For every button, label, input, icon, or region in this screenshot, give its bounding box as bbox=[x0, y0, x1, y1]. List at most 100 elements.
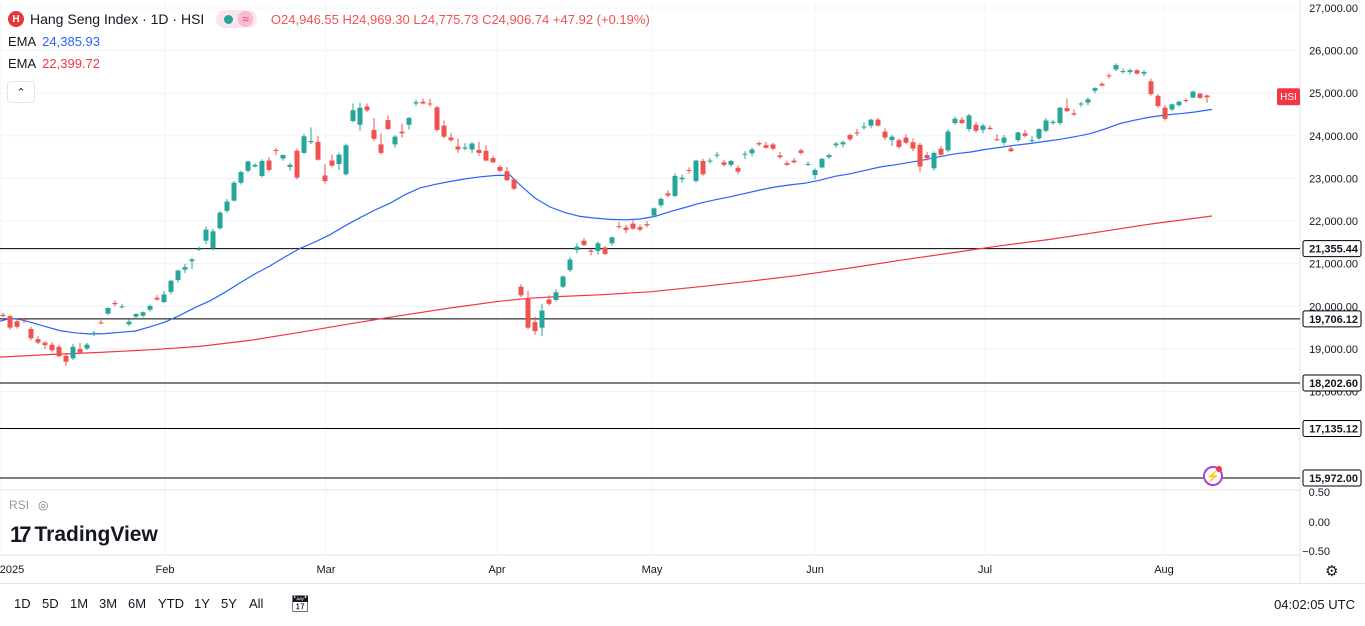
candle[interactable] bbox=[252, 163, 258, 168]
candle[interactable] bbox=[1008, 145, 1014, 153]
range-button-5y[interactable]: 5Y bbox=[221, 596, 237, 611]
candle[interactable] bbox=[413, 99, 419, 107]
candle[interactable] bbox=[595, 241, 601, 255]
candle[interactable] bbox=[0, 312, 6, 317]
candle[interactable] bbox=[574, 243, 580, 254]
eye-hidden-icon[interactable]: ◎ bbox=[38, 498, 49, 512]
candle[interactable] bbox=[504, 166, 510, 182]
candle[interactable] bbox=[112, 300, 118, 307]
candle[interactable] bbox=[931, 151, 937, 171]
candle[interactable] bbox=[714, 152, 720, 159]
candle[interactable] bbox=[420, 98, 426, 105]
candle[interactable] bbox=[322, 164, 328, 184]
candle[interactable] bbox=[238, 170, 244, 185]
candle[interactable] bbox=[217, 211, 223, 230]
lightning-alert-icon[interactable]: ⚡ bbox=[1203, 466, 1223, 486]
candle[interactable] bbox=[343, 143, 349, 176]
candle[interactable] bbox=[189, 257, 195, 269]
candle[interactable] bbox=[952, 116, 958, 125]
indicator-ema-slow[interactable]: EMA 22,399.72 bbox=[8, 52, 650, 74]
candle[interactable] bbox=[833, 141, 839, 148]
candle[interactable] bbox=[1078, 101, 1084, 107]
candle[interactable] bbox=[546, 295, 552, 306]
candle[interactable] bbox=[798, 148, 804, 155]
candle[interactable] bbox=[1001, 135, 1007, 146]
candle[interactable] bbox=[602, 245, 608, 256]
candle[interactable] bbox=[1043, 117, 1049, 133]
candle[interactable] bbox=[28, 326, 34, 341]
candle[interactable] bbox=[924, 152, 930, 161]
candle[interactable] bbox=[126, 319, 132, 326]
candle[interactable] bbox=[693, 159, 699, 183]
candle[interactable] bbox=[1204, 94, 1210, 103]
candle[interactable] bbox=[896, 138, 902, 149]
candle[interactable] bbox=[882, 128, 888, 141]
candle[interactable] bbox=[791, 158, 797, 164]
candle[interactable] bbox=[1113, 63, 1119, 72]
candle[interactable] bbox=[196, 246, 202, 251]
candle[interactable] bbox=[1015, 131, 1021, 142]
candle[interactable] bbox=[1085, 97, 1091, 106]
candle[interactable] bbox=[231, 181, 237, 202]
candle[interactable] bbox=[630, 220, 636, 230]
market-status-badge[interactable]: ≈ bbox=[216, 10, 257, 28]
candle[interactable] bbox=[651, 207, 657, 217]
candle[interactable] bbox=[728, 159, 734, 167]
candle[interactable] bbox=[1036, 128, 1042, 141]
candle[interactable] bbox=[567, 256, 573, 273]
candle[interactable] bbox=[658, 197, 664, 208]
candle[interactable] bbox=[133, 313, 139, 320]
candle[interactable] bbox=[1155, 94, 1161, 108]
candle[interactable] bbox=[672, 173, 678, 198]
candle[interactable] bbox=[742, 151, 748, 159]
candle[interactable] bbox=[441, 120, 447, 139]
candle[interactable] bbox=[448, 133, 454, 142]
candle[interactable] bbox=[1057, 106, 1063, 125]
candle[interactable] bbox=[966, 113, 972, 132]
candle[interactable] bbox=[756, 141, 762, 147]
candle[interactable] bbox=[49, 342, 55, 353]
candle[interactable] bbox=[70, 343, 76, 361]
candle[interactable] bbox=[903, 134, 909, 145]
candle[interactable] bbox=[665, 190, 671, 198]
candle[interactable] bbox=[98, 319, 104, 325]
candle[interactable] bbox=[812, 168, 818, 180]
candle[interactable] bbox=[392, 135, 398, 148]
candle[interactable] bbox=[427, 98, 433, 107]
candle[interactable] bbox=[518, 284, 524, 297]
candle[interactable] bbox=[210, 228, 216, 251]
candle[interactable] bbox=[35, 336, 41, 344]
range-button-ytd[interactable]: YTD bbox=[158, 596, 184, 611]
candle[interactable] bbox=[1127, 68, 1133, 75]
candle[interactable] bbox=[1134, 69, 1140, 75]
candle[interactable] bbox=[1050, 119, 1056, 125]
candle[interactable] bbox=[1162, 105, 1168, 121]
candle[interactable] bbox=[1029, 136, 1035, 143]
candle[interactable] bbox=[1092, 87, 1098, 94]
candle[interactable] bbox=[77, 342, 83, 354]
candle[interactable] bbox=[406, 117, 412, 130]
range-button-3m[interactable]: 3M bbox=[99, 596, 118, 611]
candle[interactable] bbox=[378, 133, 384, 155]
indicator-ema-fast[interactable]: EMA 24,385.93 bbox=[8, 30, 650, 52]
candle[interactable] bbox=[917, 142, 923, 173]
candle[interactable] bbox=[476, 141, 482, 156]
candle[interactable] bbox=[749, 147, 755, 157]
candle[interactable] bbox=[469, 141, 475, 153]
candle[interactable] bbox=[175, 269, 181, 283]
candle[interactable] bbox=[1064, 98, 1070, 112]
candle[interactable] bbox=[700, 158, 706, 176]
collapse-legend-button[interactable]: ⌃ bbox=[7, 81, 35, 103]
candle[interactable] bbox=[1176, 100, 1182, 107]
candle[interactable] bbox=[1148, 78, 1154, 96]
candle[interactable] bbox=[315, 135, 321, 161]
candle[interactable] bbox=[784, 160, 790, 166]
candle[interactable] bbox=[294, 148, 300, 180]
candle[interactable] bbox=[959, 117, 965, 124]
candle[interactable] bbox=[329, 154, 335, 168]
candle[interactable] bbox=[1120, 68, 1126, 74]
candle[interactable] bbox=[140, 311, 146, 318]
candle[interactable] bbox=[455, 138, 461, 153]
candle[interactable] bbox=[63, 353, 69, 367]
